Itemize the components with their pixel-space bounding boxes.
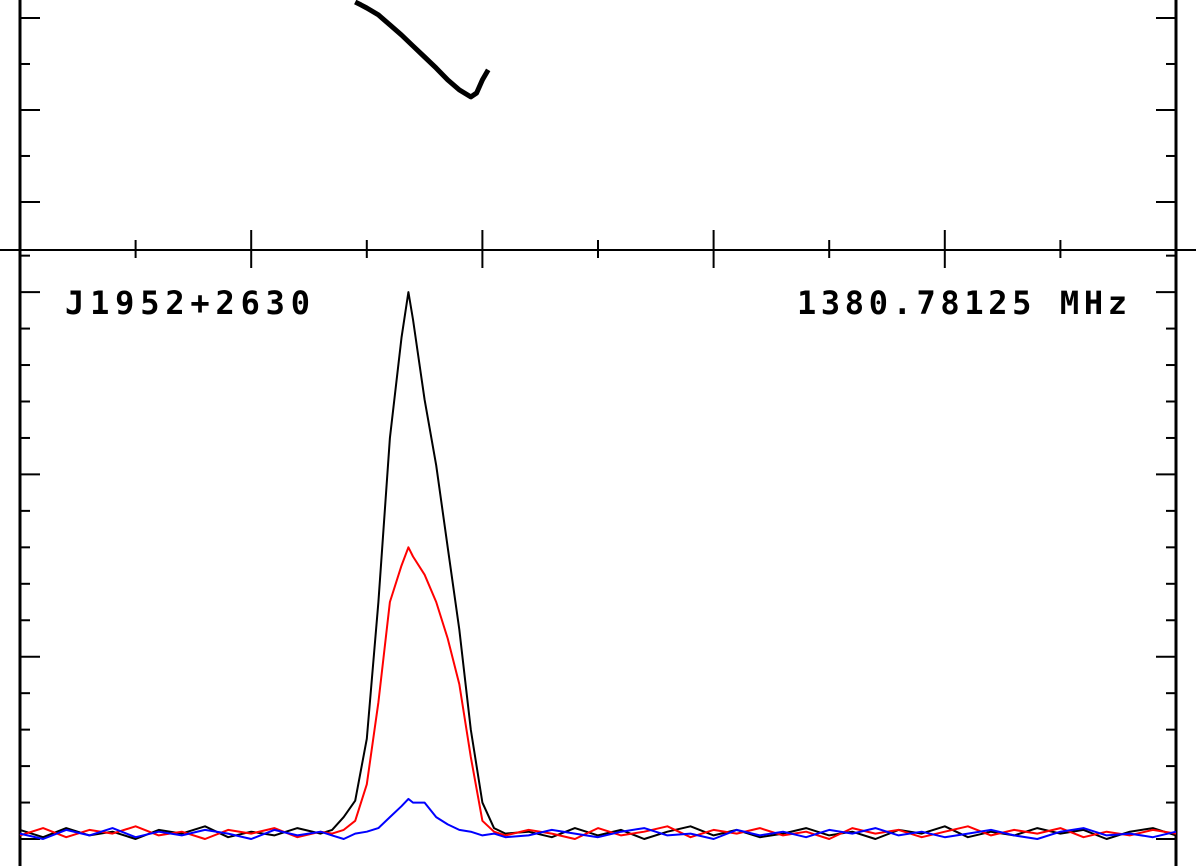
frequency: 1380.78125 MHz [797, 284, 1127, 322]
profile-line [19, 291, 1177, 840]
profile-line [19, 546, 1177, 840]
pulsar-name: J1952+2630 [65, 284, 310, 322]
profile-line [354, 0, 491, 100]
profile-line [19, 797, 1177, 840]
